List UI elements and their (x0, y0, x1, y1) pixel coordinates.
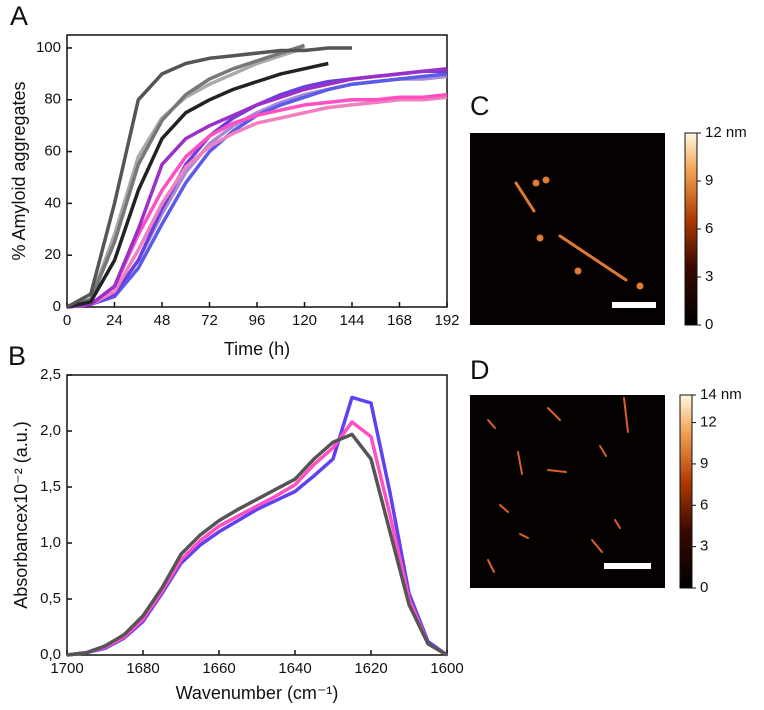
data-line (66, 66, 448, 309)
x-tick-label: 1680 (126, 660, 159, 677)
y-tick-label: 0,5 (40, 590, 61, 607)
data-line (66, 43, 306, 309)
x-tick-label: 0 (63, 312, 71, 329)
colorbar-tick-label: 3 (700, 538, 708, 555)
x-tick-label: 24 (106, 312, 123, 329)
x-tick-label: 1600 (430, 660, 463, 677)
y-tick-label: 60 (44, 143, 61, 160)
colorbar-tick-label: 6 (700, 496, 708, 513)
x-axis-title: Wavenumber (cm⁻¹) (176, 683, 339, 703)
x-tick-label: 72 (201, 312, 218, 329)
x-tick-label: 168 (387, 312, 412, 329)
y-tick-label: 0,0 (40, 646, 61, 663)
y-tick-label: 1,5 (40, 478, 61, 495)
colorbar-tick-label: 9 (705, 172, 713, 189)
x-tick-label: 96 (249, 312, 266, 329)
colorbar-tick-label: 12 (700, 414, 717, 431)
y-tick-label: 100 (36, 39, 61, 56)
afm-image-d (470, 395, 665, 588)
x-tick-label: 48 (154, 312, 171, 329)
y-axis-title: % Amyloid aggregates (9, 81, 29, 260)
x-tick-label: 1700 (50, 660, 83, 677)
y-tick-label: 0 (53, 298, 61, 315)
colorbar-tick-label: 12 nm (705, 124, 747, 141)
data-line (66, 420, 448, 657)
x-tick-label: 1640 (278, 660, 311, 677)
x-tick-label: 1620 (354, 660, 387, 677)
colorbar-tick-label: 3 (705, 268, 713, 285)
y-tick-label: 2,0 (40, 422, 61, 439)
data-line (66, 95, 448, 309)
colorbar-tick-label: 9 (700, 455, 708, 472)
colorbar-tick-label: 0 (705, 316, 713, 333)
data-line (66, 46, 306, 309)
y-axis-title: Absorbancex10⁻² (a.u.) (11, 421, 31, 609)
x-axis-title: Time (h) (224, 339, 290, 359)
colorbar-c (684, 132, 698, 326)
colorbar-tick-label: 0 (700, 579, 708, 596)
x-tick-label: 192 (434, 312, 459, 329)
data-line (66, 61, 329, 309)
y-tick-label: 20 (44, 246, 61, 263)
colorbar-tick-label: 14 nm (700, 386, 742, 403)
x-tick-label: 120 (292, 312, 317, 329)
colorbar-tick-label: 6 (705, 220, 713, 237)
plot-frame (66, 374, 448, 656)
afm-image-c (470, 133, 665, 325)
y-tick-label: 1,0 (40, 534, 61, 551)
y-tick-label: 40 (44, 194, 61, 211)
x-tick-label: 144 (339, 312, 364, 329)
panel-letter: A (10, 1, 28, 31)
y-tick-label: 80 (44, 91, 61, 108)
colorbar-d (679, 394, 693, 589)
panel-letter: B (8, 341, 26, 371)
x-tick-label: 1660 (202, 660, 235, 677)
panel-letter: C (470, 91, 490, 121)
y-tick-label: 2,5 (40, 366, 61, 383)
data-line (66, 46, 352, 309)
panel-letter: D (470, 355, 490, 385)
data-line (66, 432, 448, 657)
